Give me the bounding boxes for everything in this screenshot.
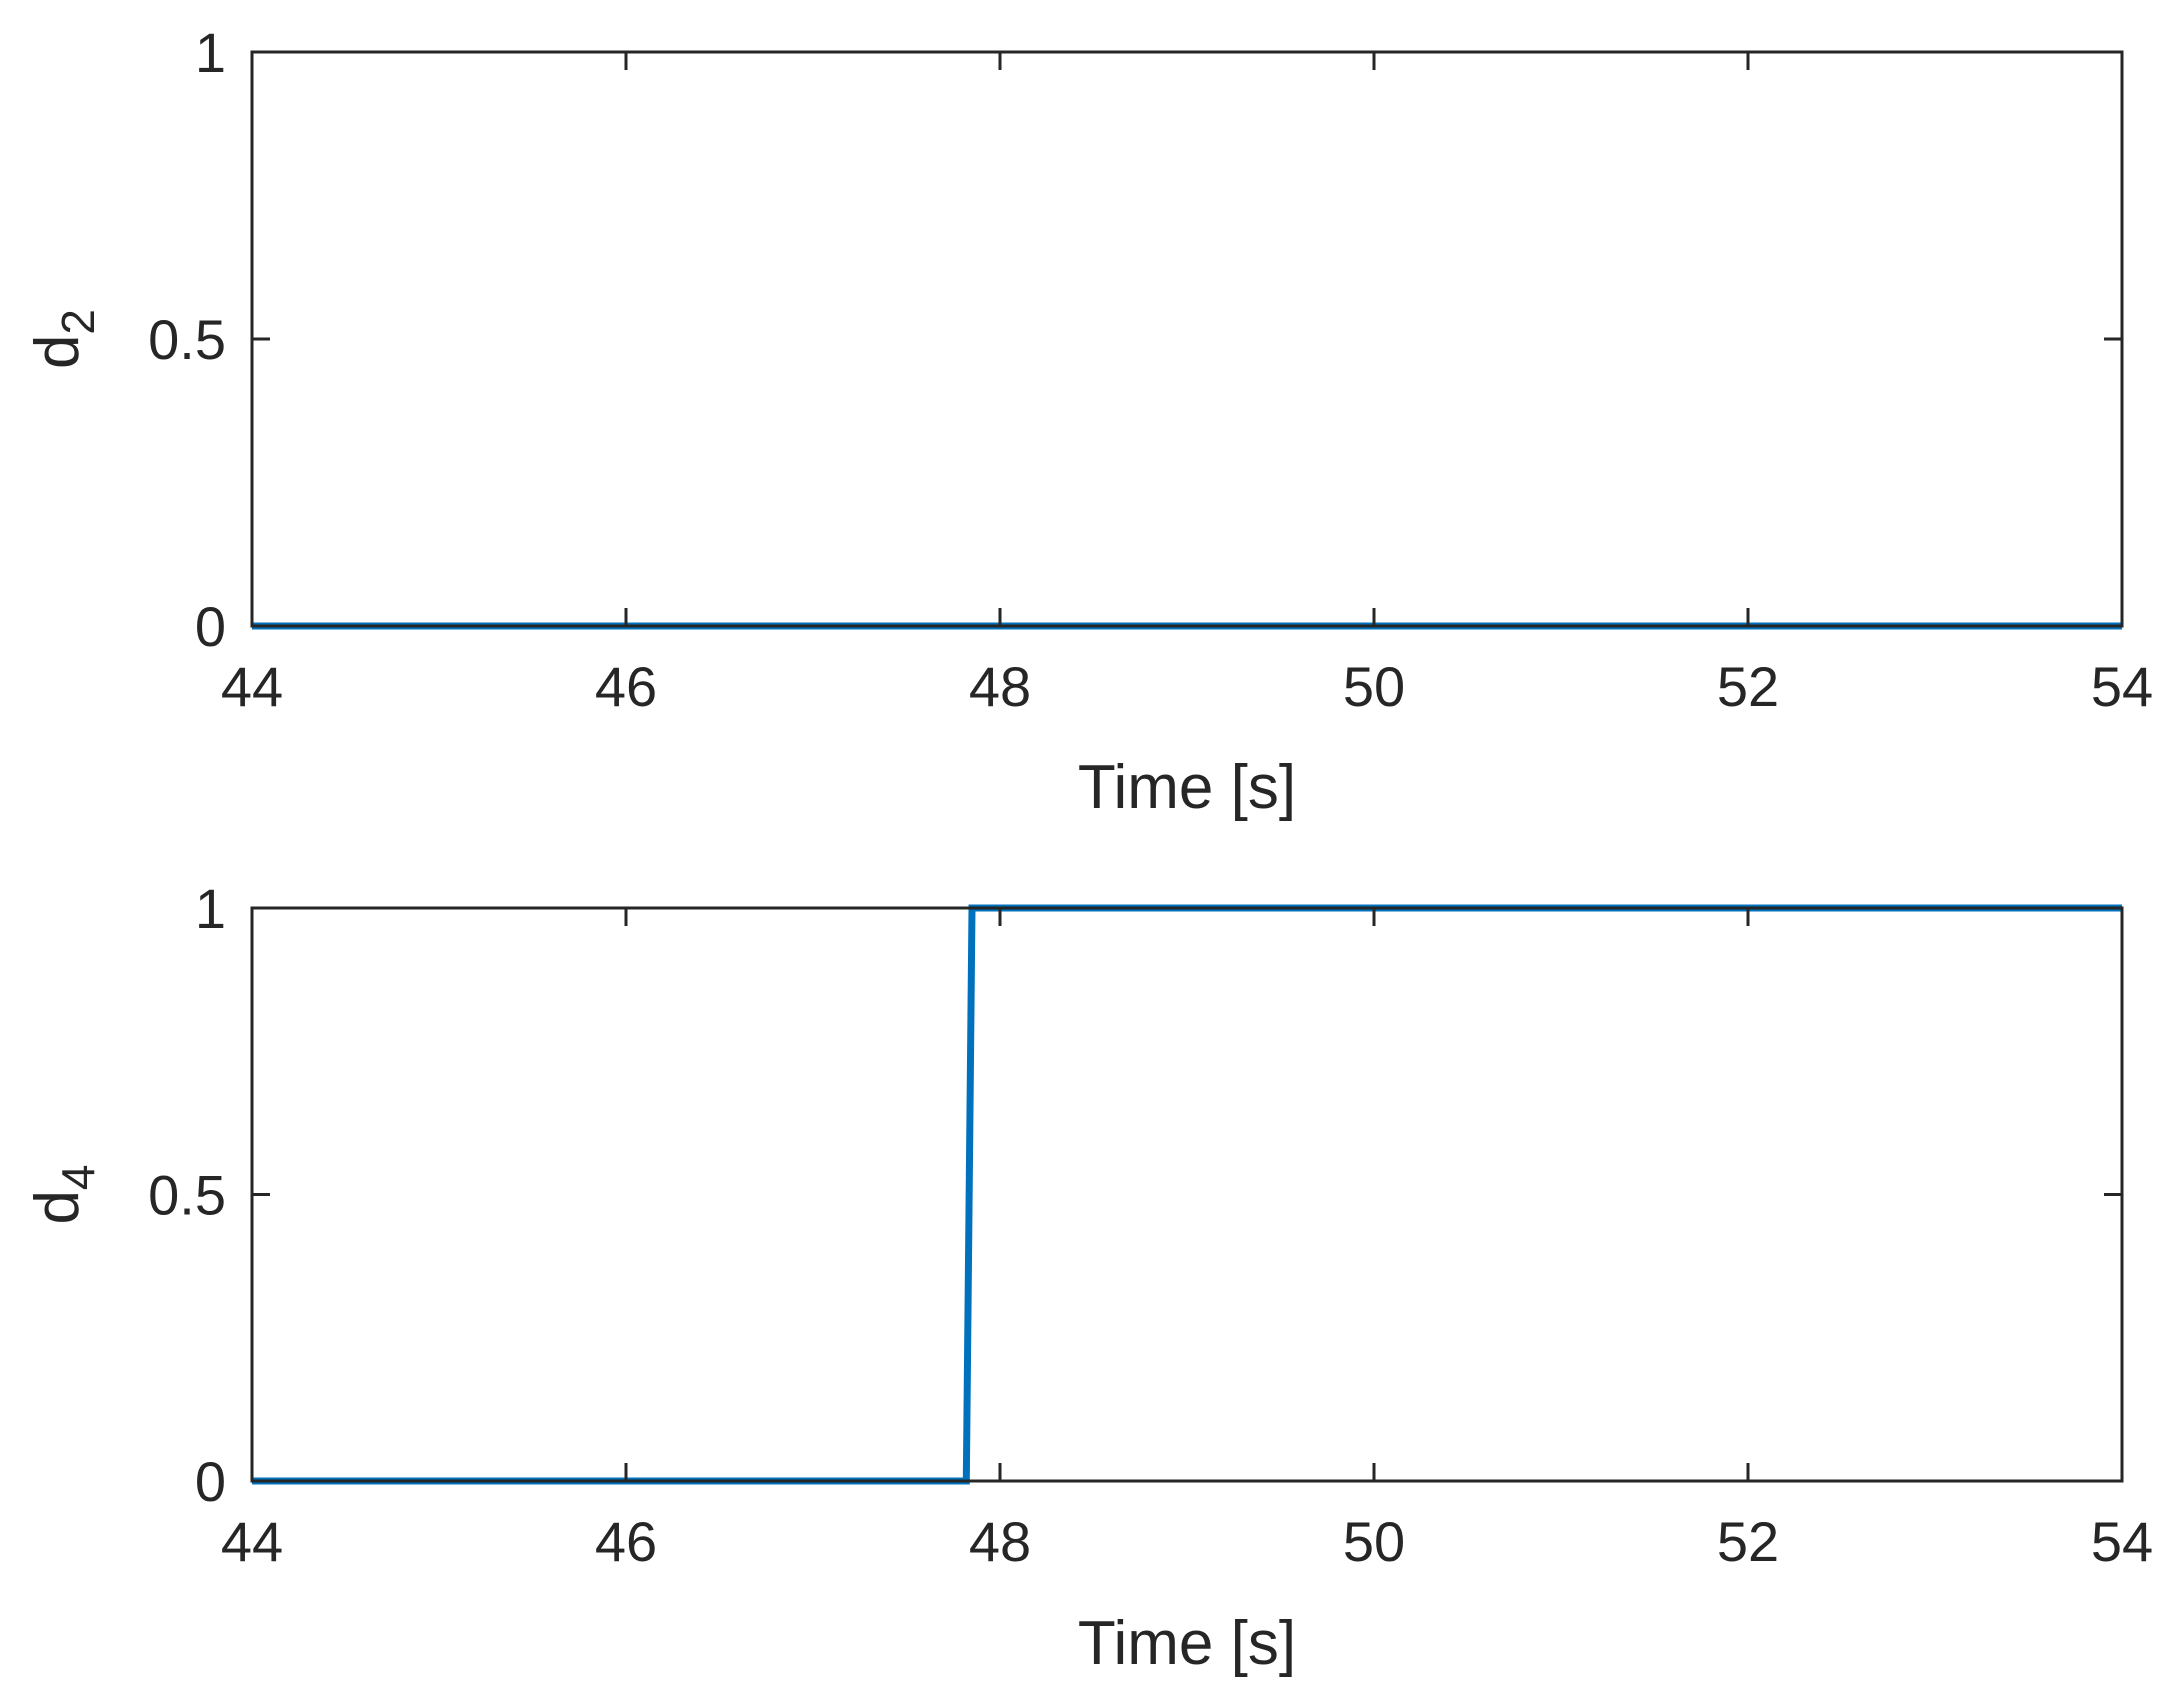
subplot-top-y-axis-label-base: d [23, 335, 92, 369]
subplot-top-y-axis-label: d2 [23, 309, 104, 369]
subplot-top-ticks: 44 46 48 50 52 54 0 0.5 1 [148, 21, 2153, 718]
subplot-bottom-x-tick-label: 46 [595, 1510, 657, 1573]
subplot-top-x-tick-label: 52 [1717, 655, 1779, 718]
subplot-bottom-y-tick-label: 0 [195, 1450, 226, 1513]
subplot-bottom-x-tick-label: 54 [2091, 1510, 2153, 1573]
subplot-bottom-y-tick-label: 1 [195, 877, 226, 940]
subplot-bottom-y-axis-label-subscript: 4 [52, 1164, 104, 1190]
subplot-top-y-tick-label: 0 [195, 595, 226, 658]
subplot-top-x-tick-label: 48 [969, 655, 1031, 718]
subplot-bottom-x-tick-label: 44 [221, 1510, 283, 1573]
subplot-top-x-axis-label: Time [s] [1078, 753, 1296, 822]
subplot-top-y-axis-label-subscript: 2 [52, 309, 104, 335]
subplot-bottom-ticks: 44 46 48 50 52 54 0 0.5 1 [148, 877, 2153, 1573]
subplot-top-y-tick-label: 0.5 [148, 308, 226, 371]
subplot-bottom-y-axis-label: d4 [23, 1164, 104, 1224]
subplot-bottom-y-tick-label: 0.5 [148, 1164, 226, 1227]
subplot-top-x-tick-label: 50 [1343, 655, 1405, 718]
subplot-bottom-x-tick-label: 52 [1717, 1510, 1779, 1573]
subplot-top-y-tick-label: 1 [195, 21, 226, 84]
subplot-bottom-x-tick-label: 48 [969, 1510, 1031, 1573]
subplot-bottom-x-axis-label: Time [s] [1078, 1609, 1296, 1678]
subplot-bottom-x-tick-label: 50 [1343, 1510, 1405, 1573]
subplot-top-x-tick-label: 54 [2091, 655, 2153, 718]
subplot-bottom-y-axis-label-base: d [23, 1190, 92, 1224]
subplot-top-x-tick-label: 44 [221, 655, 283, 718]
subplot-top-x-tick-label: 46 [595, 655, 657, 718]
subplot-top: 44 46 48 50 52 54 0 0.5 1 Time [s] d2 [23, 21, 2153, 822]
subplot-bottom: 44 46 48 50 52 54 0 0.5 1 Time [s] d4 [23, 877, 2153, 1678]
